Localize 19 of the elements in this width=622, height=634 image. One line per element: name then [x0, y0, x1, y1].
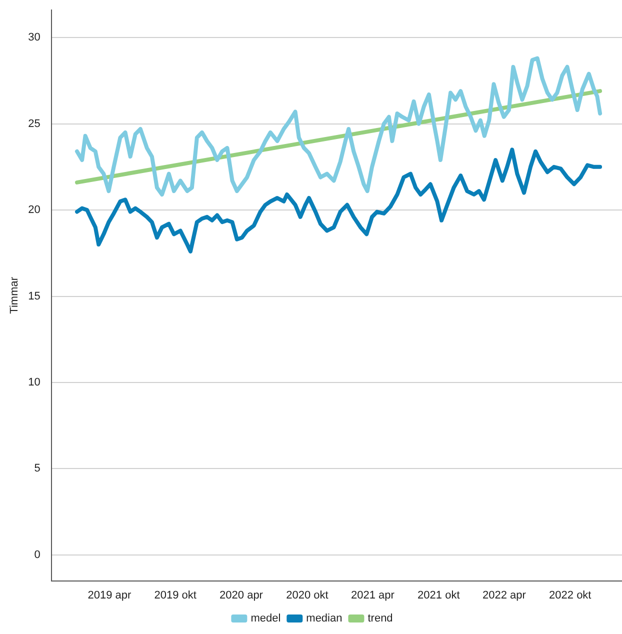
x-tick-label: 2021 apr — [351, 589, 395, 602]
legend-label: median — [306, 612, 342, 625]
y-tick-label: 15 — [28, 290, 40, 302]
y-tick-label: 25 — [28, 118, 40, 130]
x-tick-label: 2020 okt — [286, 589, 328, 602]
legend-label: medel — [250, 612, 281, 625]
y-tick-label: 5 — [34, 462, 40, 475]
x-tick-label: 2021 okt — [418, 589, 460, 602]
x-tick-label: 2020 apr — [220, 589, 264, 602]
x-tick-label: 2019 apr — [88, 589, 132, 602]
x-tick-label: 2022 apr — [482, 589, 526, 602]
y-tick-label: 20 — [28, 204, 40, 216]
x-tick-label: 2019 okt — [154, 589, 196, 602]
y-tick-label: 30 — [28, 32, 40, 44]
x-tick-label: 2022 okt — [549, 589, 592, 602]
y-axis-title: Timmar — [8, 276, 21, 314]
y-tick-label: 10 — [28, 376, 40, 389]
legend-label: trend — [368, 612, 393, 625]
y-tick-label: 0 — [34, 548, 40, 561]
